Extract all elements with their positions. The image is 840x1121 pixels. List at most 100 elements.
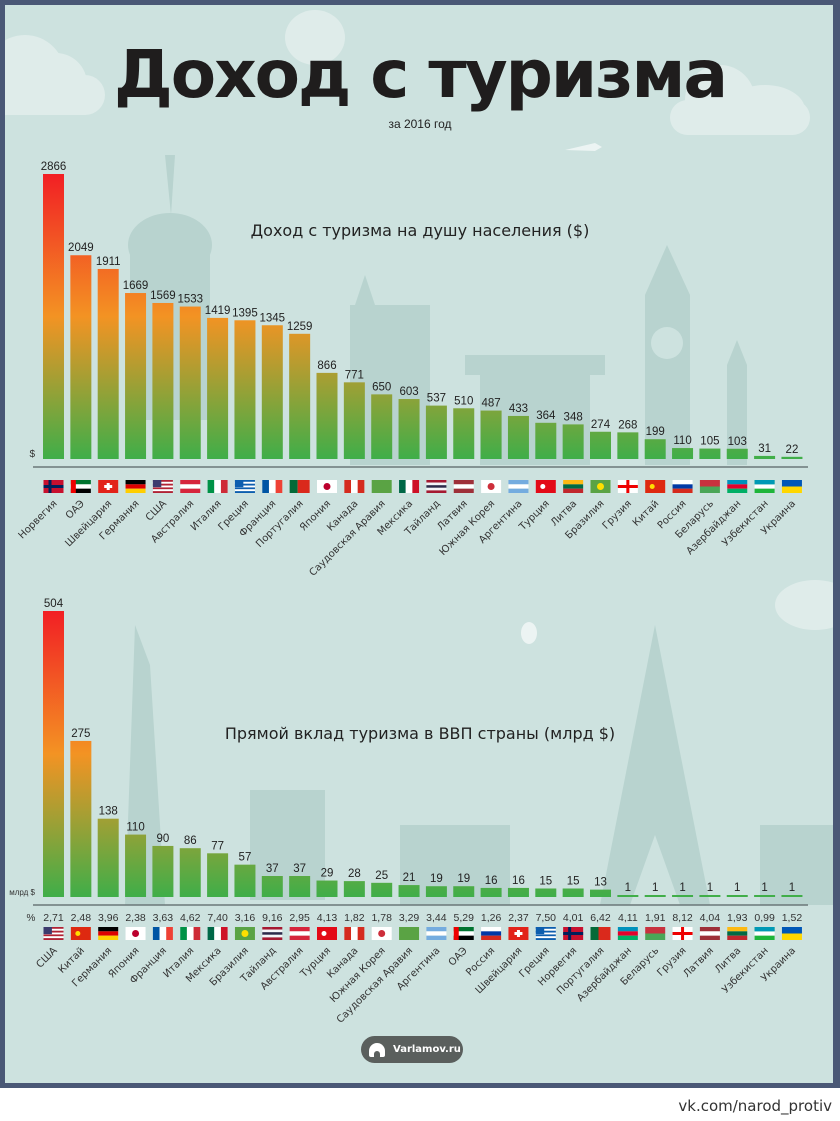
bar-value-label: 1 [679, 882, 685, 894]
bar-value-label: 15 [539, 875, 552, 887]
category-label: Латвия [681, 945, 716, 980]
bar-value-label: 1 [707, 882, 713, 894]
percent-value: 6,42 [590, 912, 611, 924]
flag-ge-icon [617, 480, 638, 493]
category-label: ОАЭ [447, 945, 470, 968]
bar-Азербайджан [617, 895, 639, 897]
flag-ch-icon [508, 927, 529, 940]
percent-value: 7,40 [207, 912, 228, 924]
flag-br-icon [590, 480, 611, 493]
percent-value: 2,38 [125, 912, 146, 924]
bar-value-label: 2049 [68, 242, 94, 254]
bar-value-label: 110 [126, 822, 144, 834]
bar-value-label: 19 [457, 873, 470, 885]
bar-Тайланд [425, 405, 447, 459]
bar-value-label: 364 [536, 410, 556, 422]
bar-value-label: 22 [786, 444, 799, 456]
flag-gr-icon [234, 480, 255, 493]
chart2-gdp-contribution: млрд $%5042,71США2752,48Китай1383,96Герм… [9, 598, 808, 1026]
flag-sa-icon [399, 927, 420, 940]
flag-mx-icon [207, 927, 228, 940]
varlamov-logo-icon [369, 1042, 385, 1057]
percent-value: 0,99 [754, 912, 775, 924]
bar-value-label: 1669 [123, 280, 149, 292]
bar-Бразилия [590, 431, 611, 459]
percent-value: 2,48 [71, 912, 92, 924]
bar-value-label: 1 [761, 882, 767, 894]
bar-Турция [316, 880, 338, 897]
flag-it-icon [180, 927, 201, 940]
percent-value: 1,82 [344, 912, 365, 924]
percent-value: 4,62 [180, 912, 201, 924]
flag-ua-icon [781, 480, 802, 493]
flag-ar-icon [426, 927, 447, 940]
bar-ОАЭ [453, 886, 475, 897]
footer-source: vk.com/narod_protiv [678, 1097, 832, 1115]
cloud-decoration [5, 75, 105, 115]
flag-th-icon [262, 927, 283, 940]
bar-value-label: 866 [317, 360, 336, 372]
flag-th-icon [426, 480, 447, 493]
bar-value-label: 77 [211, 840, 224, 852]
y-axis-label: млрд $ [9, 888, 35, 897]
flag-pt-icon [289, 480, 310, 493]
flag-br-icon [234, 927, 255, 940]
bar-value-label: 1345 [260, 312, 286, 324]
bar-value-label: 1 [625, 882, 631, 894]
bar-Саудовская Аравия [398, 885, 420, 897]
bar-value-label: 1 [734, 882, 740, 894]
flag-ca-icon [344, 480, 365, 493]
bar-Италия [207, 317, 229, 459]
percent-value: 7,50 [536, 912, 557, 924]
bar-Узбекистан [754, 455, 776, 459]
bar-value-label: 19 [430, 873, 443, 885]
flag-ca-icon [344, 927, 365, 940]
bar-Аргентина [507, 415, 529, 459]
flag-ge-icon [672, 927, 693, 940]
flag-pt-icon [590, 927, 611, 940]
bar-value-label: 1259 [287, 321, 313, 333]
bar-Литва [562, 424, 584, 459]
bar-value-label: 1419 [205, 305, 231, 317]
flag-ae-icon [70, 480, 91, 493]
percent-value: 1,26 [481, 912, 502, 924]
bar-value-label: 25 [375, 870, 388, 882]
bar-Украина [781, 895, 803, 897]
subtitle: за 2016 год [388, 117, 452, 131]
flag-lt-icon [563, 480, 584, 493]
bar-value-label: 16 [485, 875, 498, 887]
varlamov-badge[interactable]: Varlamov.ru [361, 1036, 463, 1063]
bar-value-label: 504 [44, 598, 64, 610]
flag-it-icon [207, 480, 228, 493]
bar-value-label: 433 [509, 403, 528, 415]
percent-value: 1,91 [645, 912, 666, 924]
flag-by-icon [699, 480, 720, 493]
y-axis-label: $ [29, 449, 35, 460]
cloud-decoration [775, 580, 833, 630]
bar-Япония [316, 372, 338, 459]
bar-value-label: 1 [652, 882, 658, 894]
flag-ru-icon [481, 927, 502, 940]
bar-Португалия [289, 333, 311, 459]
bar-value-label: 199 [646, 426, 665, 438]
bar-value-label: 771 [345, 369, 364, 381]
bar-value-label: 57 [239, 852, 252, 864]
bar-Турция [535, 422, 557, 459]
chart1-per-capita: $2866Норвегия2049ОАЭ1911Швейцария1669Гер… [17, 161, 808, 579]
bar-Япония [125, 834, 147, 897]
percent-value: 3,16 [235, 912, 256, 924]
bar-value-label: 510 [454, 395, 473, 407]
flag-az-icon [727, 480, 748, 493]
flag-jp-icon [317, 480, 337, 493]
bar-Саудовская Аравия [371, 394, 393, 459]
percent-value: 5,29 [454, 912, 475, 924]
percent-value: 3,29 [399, 912, 420, 924]
percent-value: 4,13 [317, 912, 338, 924]
bar-Литва [726, 895, 748, 897]
bar-value-label: 86 [184, 835, 197, 847]
flag-by-icon [645, 927, 666, 940]
flag-no-icon [563, 927, 584, 940]
bar-value-label: 1569 [150, 290, 176, 302]
flag-cn-icon [645, 480, 666, 493]
